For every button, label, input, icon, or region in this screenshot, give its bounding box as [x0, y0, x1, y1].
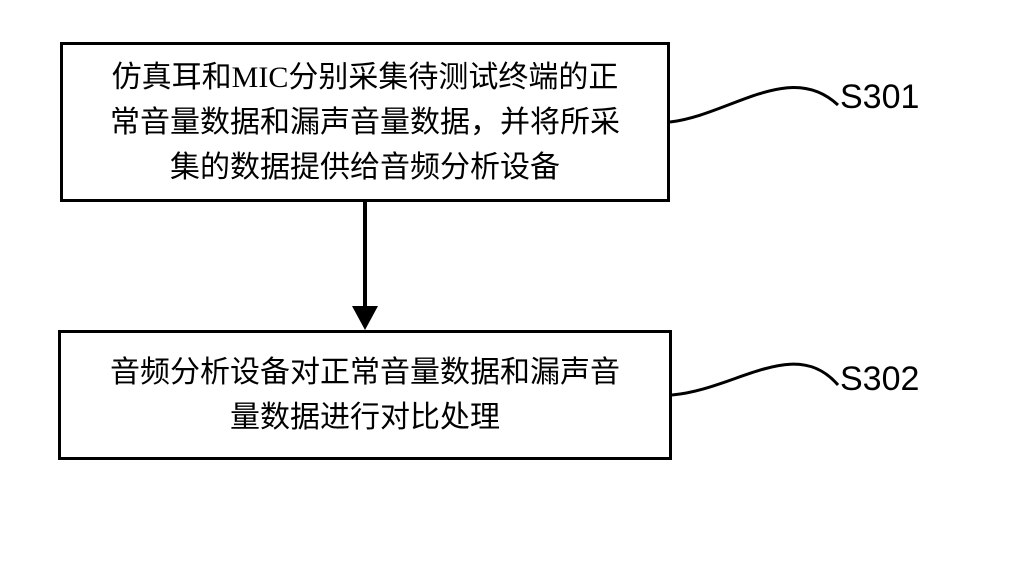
arrow-s301-s302-line: [363, 202, 367, 310]
flowchart-container: 仿真耳和MIC分别采集待测试终端的正 常音量数据和漏声音量数据，并将所采 集的数…: [0, 0, 1033, 561]
step-s302-box: 音频分析设备对正常音量数据和漏声音 量数据进行对比处理: [58, 330, 672, 460]
s302-label: S302: [840, 360, 919, 399]
s302-line1: 音频分析设备对正常音量数据和漏声音: [110, 350, 620, 395]
s301-line3: 集的数据提供给音频分析设备: [110, 145, 620, 190]
s301-line1: 仿真耳和MIC分别采集待测试终端的正: [110, 55, 620, 100]
arrow-s301-s302-head: [352, 306, 378, 330]
s301-line2: 常音量数据和漏声音量数据，并将所采: [110, 100, 620, 145]
step-s301-box: 仿真耳和MIC分别采集待测试终端的正 常音量数据和漏声音量数据，并将所采 集的数…: [60, 42, 670, 202]
step-s301-text: 仿真耳和MIC分别采集待测试终端的正 常音量数据和漏声音量数据，并将所采 集的数…: [110, 55, 620, 190]
step-s302-text: 音频分析设备对正常音量数据和漏声音 量数据进行对比处理: [110, 350, 620, 440]
s302-line2: 量数据进行对比处理: [110, 395, 620, 440]
s301-label: S301: [840, 78, 919, 117]
